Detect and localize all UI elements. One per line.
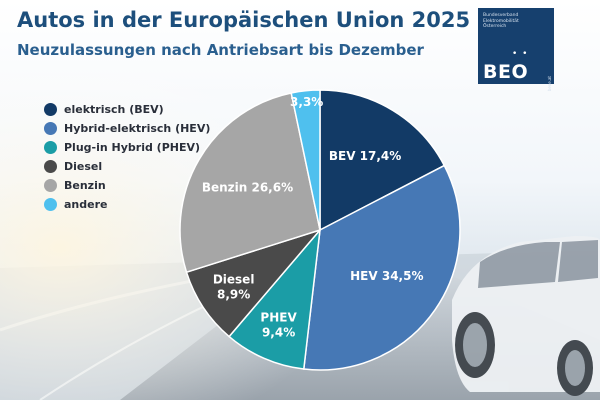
legend-label-hev: Hybrid-elektrisch (HEV) (64, 122, 211, 135)
legend-swatch-bev (44, 103, 57, 116)
legend-swatch-hev (44, 122, 57, 135)
beo-logo: Bundesverband Elektromobilität Österreic… (478, 8, 554, 91)
legend-swatch-phev (44, 141, 57, 154)
pie-slice-phev (228, 227, 322, 370)
logo-dots: • • (512, 49, 529, 59)
pie-slice-bev (319, 89, 446, 232)
legend-item-andere: andere (44, 195, 210, 214)
legend-swatch-andere (44, 198, 57, 211)
legend-swatch-diesel (44, 160, 57, 173)
chart-title: Autos in der Europäischen Union 2025 (17, 8, 471, 32)
logo-org-text: Bundesverband Elektromobilität Österreic… (483, 13, 519, 29)
slice-label-diesel: Diesel 8,9% (213, 273, 255, 302)
slice-label-hev: HEV 34,5% (350, 269, 423, 283)
logo-text: BEO (483, 61, 529, 83)
legend-item-diesel: Diesel (44, 157, 210, 176)
chart-legend: elektrisch (BEV) Hybrid-elektrisch (HEV) P… (44, 100, 210, 214)
legend-item-benzin: Benzin (44, 176, 210, 195)
legend-label-diesel: Diesel (64, 160, 103, 173)
pie-slice-hev (302, 164, 461, 371)
legend-item-bev: elektrisch (BEV) (44, 100, 210, 119)
slice-label-phev: PHEV 9,4% (260, 310, 297, 339)
legend-item-phev: Plug-in Hybrid (PHEV) (44, 138, 210, 157)
legend-label-benzin: Benzin (64, 179, 106, 192)
legend-label-bev: elektrisch (BEV) (64, 103, 164, 116)
legend-swatch-benzin (44, 179, 57, 192)
legend-label-andere: andere (64, 198, 108, 211)
chart-subtitle: Neuzulassungen nach Antriebsart bis Deze… (17, 41, 424, 59)
slice-label-bev: BEV 17,4% (329, 149, 401, 163)
slice-label-benzin: Benzin 26,6% (202, 181, 293, 195)
legend-item-hev: Hybrid-elektrisch (HEV) (44, 119, 210, 138)
car-illustration (452, 236, 600, 396)
legend-label-phev: Plug-in Hybrid (PHEV) (64, 141, 201, 154)
pie-slice-benzin (179, 92, 321, 274)
slice-label-andere: 3,3% (290, 95, 323, 109)
pie-slice-andere (290, 89, 321, 231)
